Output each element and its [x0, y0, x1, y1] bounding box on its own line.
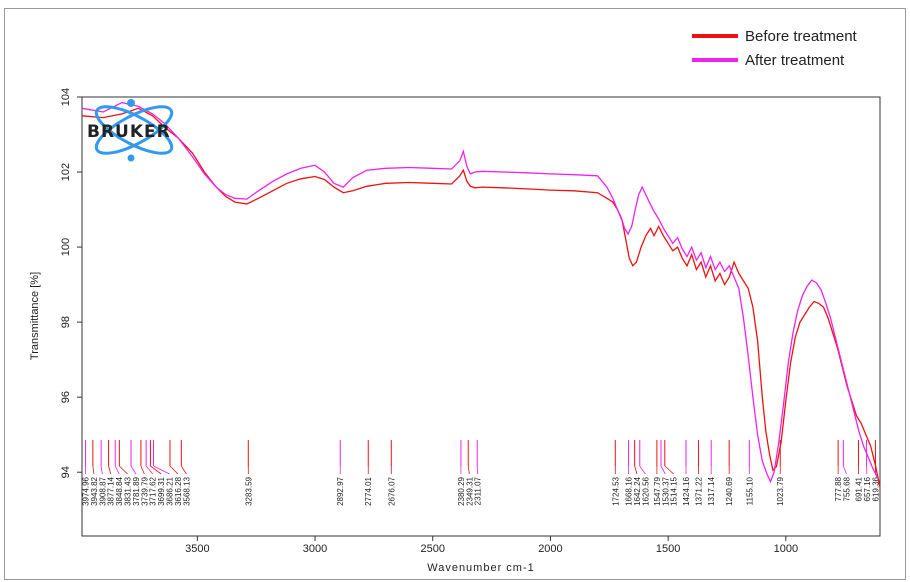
- peak-leader: [180, 465, 187, 475]
- y-tick-label: 104: [60, 88, 72, 106]
- x-tick-label: 2000: [538, 543, 562, 555]
- peak-label: 2676.07: [387, 476, 396, 505]
- logo-text: BRUKER: [87, 122, 171, 142]
- peak-leader: [92, 465, 95, 475]
- logo-orbit-1: [94, 105, 174, 155]
- peak-label: 1155.10: [745, 476, 754, 505]
- peak-label: 1240.69: [725, 476, 734, 505]
- peak-label: 3686.21: [166, 476, 175, 505]
- peak-label: 3908.87: [98, 476, 107, 505]
- figure-frame: [4, 8, 906, 580]
- peak-leader: [100, 465, 103, 475]
- peak-leader: [169, 465, 179, 475]
- x-tick-label: 3000: [303, 543, 327, 555]
- plot-area: [81, 96, 881, 537]
- peak-label: 2380.29: [457, 476, 466, 505]
- peak-label: 3568.13: [182, 476, 191, 505]
- x-tick-label: 2500: [421, 543, 445, 555]
- peak-leader: [634, 465, 638, 475]
- peak-label: 3877.14: [107, 476, 116, 505]
- peak-label: 1530.37: [661, 476, 670, 505]
- x-tick-label: 1500: [656, 543, 680, 555]
- peak-leader: [150, 465, 162, 475]
- series-before-treatment: [81, 107, 881, 488]
- peak-leader: [639, 465, 646, 475]
- x-axis-title: Wavenumber cm-1: [427, 562, 535, 574]
- y-axis-title: Transmittance [%]: [29, 272, 41, 360]
- peak-leader: [130, 465, 137, 475]
- peak-label: 1642.24: [633, 476, 642, 505]
- series-after-treatment: [81, 101, 879, 484]
- peak-leader: [467, 465, 470, 475]
- peak-leader: [664, 465, 674, 475]
- series-lines: [81, 101, 881, 488]
- peak-markers: 3974.96 3943.82 3908.87 3877.14 3848.84 3831.…: [82, 440, 880, 506]
- peak-leader: [153, 465, 170, 475]
- logo-nucleus: [127, 99, 135, 107]
- peak-label: 3943.82: [90, 476, 99, 505]
- peak-label: 2311.07: [474, 476, 483, 505]
- y-tick-label: 94: [60, 466, 72, 478]
- peak-label: 3283.59: [244, 476, 253, 505]
- peak-label: 3699.31: [157, 476, 166, 505]
- peak-label: 3717.62: [149, 476, 158, 505]
- peak-label: 3848.84: [115, 476, 124, 505]
- legend-label-before: Before treatment: [745, 28, 858, 45]
- peak-label: 3781.89: [132, 476, 141, 505]
- peak-label: 1620.56: [641, 476, 650, 505]
- peak-label: 2349.31: [465, 476, 474, 505]
- peak-label: 3831.43: [124, 476, 133, 505]
- peak-leader: [145, 465, 154, 475]
- peak-label: 755.68: [843, 476, 852, 501]
- peak-leader: [140, 465, 145, 475]
- logo-orbit-2: [94, 105, 174, 155]
- y-tick-label: 102: [60, 163, 72, 181]
- logo-electron: [127, 154, 135, 162]
- peak-label: 1317.14: [707, 476, 716, 505]
- y-tick-label: 98: [60, 316, 72, 328]
- peak-label: 657.16: [863, 476, 872, 501]
- peak-label: 3739.79: [140, 476, 149, 505]
- peak-leader: [119, 465, 128, 475]
- peak-label: 3974.96: [82, 476, 91, 505]
- peak-label: 1668.16: [625, 476, 634, 505]
- x-tick-label: 3500: [185, 543, 209, 555]
- peak-label: 2892.97: [336, 476, 345, 505]
- peak-label: 1514.15: [670, 476, 679, 505]
- peak-label: 1424.16: [682, 476, 691, 505]
- x-tick-label: 1000: [774, 543, 798, 555]
- legend: Before treatment After treatment: [692, 28, 858, 69]
- legend-label-after: After treatment: [745, 52, 845, 69]
- peak-leader: [476, 465, 479, 475]
- peak-leader: [108, 465, 112, 475]
- peak-label: 2774.01: [364, 476, 373, 505]
- peak-label: 3616.28: [174, 476, 183, 505]
- y-tick-label: 96: [60, 391, 72, 403]
- peak-label: 691.41: [854, 476, 863, 501]
- x-axis: 3500 3000 2500 2000 1500 1000: [185, 536, 798, 555]
- peak-leader: [114, 465, 120, 475]
- peak-leader: [660, 465, 666, 475]
- peak-label: 1371.22: [694, 476, 703, 505]
- peak-label: 619.36: [871, 476, 880, 501]
- peak-label: 777.88: [834, 476, 843, 501]
- peak-leader: [842, 465, 847, 475]
- y-axis: 94 96 98 100 102 104: [60, 88, 82, 478]
- y-tick-label: 100: [60, 238, 72, 256]
- bruker-logo: BRUKER: [87, 99, 174, 162]
- peak-label: 1724.53: [611, 476, 620, 505]
- peak-label: 1023.79: [776, 476, 785, 505]
- peak-label: 1547.79: [653, 476, 662, 505]
